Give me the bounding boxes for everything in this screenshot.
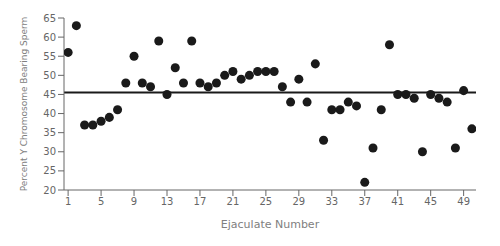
svg-text:37: 37 [358,196,371,207]
svg-text:25: 25 [260,196,273,207]
svg-text:20: 20 [43,185,56,196]
svg-text:35: 35 [43,127,56,138]
svg-text:40: 40 [43,108,56,119]
svg-text:9: 9 [131,196,137,207]
svg-text:30: 30 [43,146,56,157]
svg-text:25: 25 [43,165,56,176]
svg-text:45: 45 [424,196,437,207]
svg-text:21: 21 [227,196,240,207]
svg-text:29: 29 [292,196,305,207]
svg-text:Ejaculate Number: Ejaculate Number [221,218,320,231]
svg-text:50: 50 [43,70,56,81]
svg-text:13: 13 [161,196,174,207]
svg-text:65: 65 [43,13,56,24]
svg-text:33: 33 [325,196,338,207]
svg-text:5: 5 [98,196,104,207]
svg-text:17: 17 [194,196,207,207]
svg-text:49: 49 [457,196,470,207]
svg-text:55: 55 [43,51,56,62]
svg-text:Percent Y Chromosome Bearing S: Percent Y Chromosome Bearing Sperm [19,17,29,192]
svg-text:41: 41 [391,196,404,207]
svg-text:60: 60 [43,32,56,43]
svg-text:45: 45 [43,89,56,100]
svg-text:1: 1 [65,196,71,207]
